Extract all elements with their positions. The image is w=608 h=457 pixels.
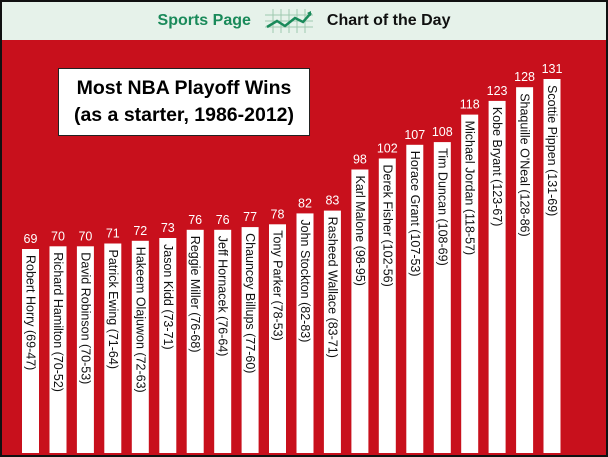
data-label: 118: [460, 98, 480, 112]
bar: [186, 229, 204, 453]
data-label: 70: [51, 229, 65, 243]
category-label: Derek Fisher (102-56): [380, 165, 394, 287]
bar: [516, 87, 534, 453]
chart-title: Most NBA Playoff Wins: [76, 77, 292, 99]
category-label: Hakeem Olajuwon (72-63): [133, 247, 147, 393]
data-label: 73: [161, 221, 175, 235]
bar: [104, 243, 122, 453]
bar: [543, 79, 561, 453]
chart-trend-icon: [264, 9, 313, 33]
data-label: 72: [133, 224, 147, 238]
chart-title-box: Most NBA Playoff Wins (as a starter, 198…: [58, 68, 310, 136]
category-label: Reggie Miller (76-68): [188, 236, 202, 353]
bar: [159, 238, 177, 453]
bar: [76, 246, 94, 453]
category-label: John Stockton (82-83): [298, 219, 312, 342]
bar: [323, 210, 341, 453]
data-label: 82: [298, 196, 312, 210]
bar: [461, 114, 479, 453]
category-label: Horace Grant (107-53): [408, 151, 422, 277]
category-label: Karl Malone (98-95): [353, 176, 367, 286]
bar: [378, 158, 396, 453]
category-label: Jason Kidd (73-71): [161, 244, 175, 350]
data-label: 107: [404, 128, 425, 142]
bar: [22, 249, 39, 453]
data-label: 76: [188, 213, 202, 227]
category-label: Shaquille O'Neal (128-86): [518, 93, 532, 236]
category-label: Richard Hamilton (70-52): [51, 252, 65, 392]
category-label: Robert Horry (69-47): [24, 255, 38, 370]
category-label: Kobe Bryant (123-67): [490, 107, 504, 227]
category-label: Scottie Pippen (131-69): [545, 85, 559, 216]
data-label: 108: [432, 125, 453, 139]
data-label: 76: [216, 213, 230, 227]
chart-subtitle: (as a starter, 1986-2012): [73, 104, 295, 126]
brand-name: Sports Page: [157, 12, 251, 29]
bar: [131, 240, 149, 453]
chart-of-the-day-label: Chart of the Day: [326, 12, 451, 29]
bar: [433, 142, 451, 453]
data-label: 70: [78, 229, 92, 243]
category-label: Michael Jordan (118-57): [463, 121, 477, 256]
data-label: 131: [542, 62, 563, 76]
data-label: 71: [106, 227, 120, 241]
category-label: Tim Duncan (108-69): [435, 148, 449, 266]
bar: [49, 246, 67, 453]
bar: [214, 229, 232, 453]
category-label: Rasheed Wallace (83-71): [325, 217, 339, 358]
data-label: 102: [377, 142, 398, 156]
category-label: Chauncey Billups (77-60): [243, 233, 257, 373]
bar: [269, 224, 286, 453]
bar: [296, 213, 314, 453]
data-label: 77: [243, 210, 257, 224]
category-label: David Robinson (70-53): [78, 252, 92, 384]
data-label: 98: [353, 153, 367, 167]
data-label: 69: [24, 232, 38, 246]
bar: [351, 169, 369, 453]
header-banner: Sports Page Chart of the Day: [2, 2, 606, 40]
category-label: Patrick Ewing (71-64): [106, 250, 120, 370]
data-label: 123: [487, 84, 508, 98]
bar: [406, 144, 424, 454]
category-label: Jeff Hornacek (76-64): [216, 236, 230, 357]
data-label: 83: [325, 194, 339, 208]
data-label: 128: [514, 70, 535, 84]
category-label: Tony Parker (78-53): [271, 230, 285, 340]
bar: [241, 227, 259, 453]
bar: [488, 100, 506, 454]
data-label: 78: [271, 207, 285, 221]
